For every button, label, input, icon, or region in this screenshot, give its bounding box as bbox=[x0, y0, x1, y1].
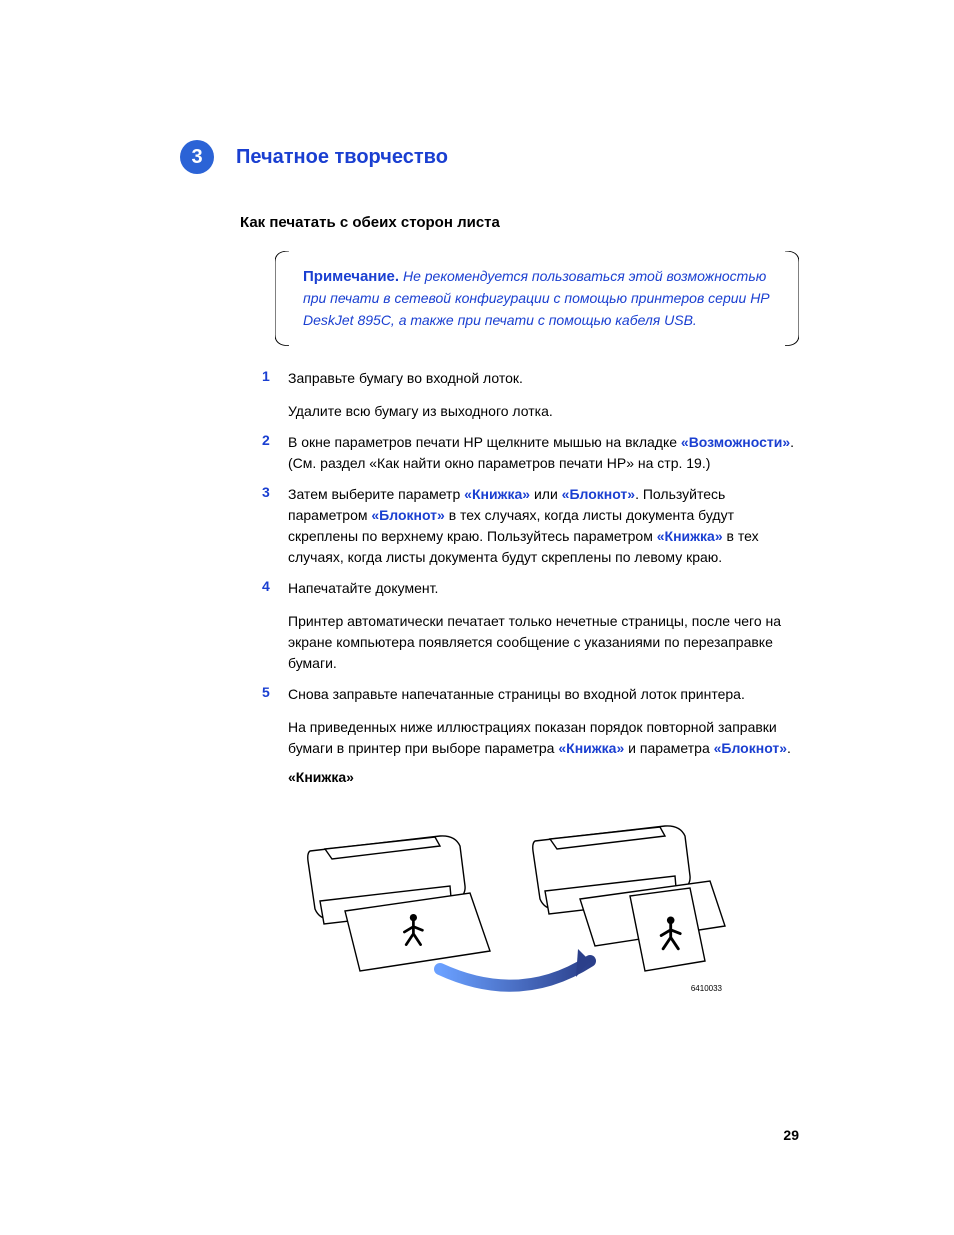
step: 3Затем выберите параметр «Книжка» или «Б… bbox=[262, 484, 799, 568]
note-label: Примечание. bbox=[303, 268, 399, 285]
step-number: 5 bbox=[262, 684, 288, 759]
bracket-right-icon bbox=[785, 251, 799, 346]
emphasis-term: «Блокнот» bbox=[371, 507, 444, 523]
text-run: и параметра bbox=[624, 740, 713, 756]
emphasis-term: «Блокнот» bbox=[562, 486, 635, 502]
section-heading: Как печатать с обеих сторон листа bbox=[240, 214, 799, 231]
chapter-header: 3 Печатное творчество bbox=[180, 140, 799, 174]
figure-code: 6410033 bbox=[691, 984, 722, 993]
chapter-number: 3 bbox=[191, 146, 202, 169]
emphasis-term: «Книжка» bbox=[464, 486, 530, 502]
step-list: 1Заправьте бумагу во входной лоток. Удали… bbox=[262, 368, 799, 759]
chapter-number-badge: 3 bbox=[180, 140, 214, 174]
step: 1Заправьте бумагу во входной лоток. Удали… bbox=[262, 368, 799, 422]
text-run: Напечатайте документ. bbox=[288, 580, 438, 596]
step: 2В окне параметров печати HP щелкните мы… bbox=[262, 432, 799, 474]
emphasis-term: «Возможности» bbox=[681, 434, 790, 450]
step-paragraph: На приведенных ниже иллюстрациях показан… bbox=[288, 717, 799, 759]
step-number: 2 bbox=[262, 432, 288, 474]
step-body: Напечатайте документ. Принтер автоматичес… bbox=[288, 578, 799, 674]
emphasis-term: «Блокнот» bbox=[714, 740, 787, 756]
text-run: В окне параметров печати HP щелкните мыш… bbox=[288, 434, 681, 450]
step-number: 3 bbox=[262, 484, 288, 568]
step: 5Снова заправьте напечатанные страницы в… bbox=[262, 684, 799, 759]
document-page: 3 Печатное творчество Как печатать с обе… bbox=[0, 0, 954, 1235]
note-box: Примечание. Не рекомендуется пользоватьс… bbox=[275, 251, 799, 346]
step-number: 1 bbox=[262, 368, 288, 422]
text-run: Заправьте бумагу во входной лоток. bbox=[288, 370, 523, 386]
step-number: 4 bbox=[262, 578, 288, 674]
text-run: Затем выберите параметр bbox=[288, 486, 464, 502]
bracket-left-icon bbox=[275, 251, 289, 346]
page-number: 29 bbox=[783, 1127, 799, 1143]
printer-illustration-icon bbox=[290, 791, 730, 1001]
printer-figure: 6410033 bbox=[290, 791, 730, 1001]
emphasis-term: «Книжка» bbox=[558, 740, 624, 756]
step-body: Затем выберите параметр «Книжка» или «Бл… bbox=[288, 484, 799, 568]
text-run: Принтер автоматически печатает только не… bbox=[288, 613, 781, 671]
step-paragraph: Заправьте бумагу во входной лоток. bbox=[288, 368, 799, 389]
emphasis-term: «Книжка» bbox=[657, 528, 723, 544]
step-paragraph: Принтер автоматически печатает только не… bbox=[288, 611, 799, 674]
step-paragraph: Затем выберите параметр «Книжка» или «Бл… bbox=[288, 484, 799, 568]
step-body: Снова заправьте напечатанные страницы во… bbox=[288, 684, 799, 759]
step: 4Напечатайте документ. Принтер автоматиче… bbox=[262, 578, 799, 674]
step-paragraph: Снова заправьте напечатанные страницы во… bbox=[288, 684, 799, 705]
text-run: или bbox=[530, 486, 562, 502]
text-run: . bbox=[787, 740, 791, 756]
figure-caption: «Книжка» bbox=[288, 769, 799, 785]
text-run: Снова заправьте напечатанные страницы во… bbox=[288, 686, 745, 702]
step-body: Заправьте бумагу во входной лоток. Удалит… bbox=[288, 368, 799, 422]
text-run: Удалите всю бумагу из выходного лотка. bbox=[288, 403, 553, 419]
step-paragraph: В окне параметров печати HP щелкните мыш… bbox=[288, 432, 799, 474]
step-paragraph: Удалите всю бумагу из выходного лотка. bbox=[288, 401, 799, 422]
chapter-title: Печатное творчество bbox=[236, 146, 448, 169]
step-paragraph: Напечатайте документ. bbox=[288, 578, 799, 599]
step-body: В окне параметров печати HP щелкните мыш… bbox=[288, 432, 799, 474]
